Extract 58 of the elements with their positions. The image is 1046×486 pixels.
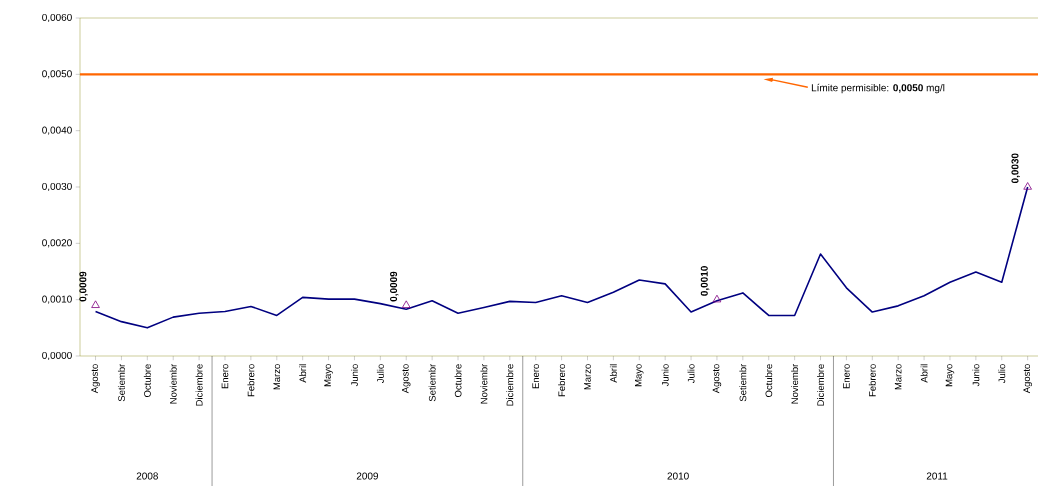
x-tick-label: Julio bbox=[687, 364, 695, 384]
data-label: 0,0009 bbox=[79, 271, 88, 302]
x-tick-label: Octubre bbox=[765, 364, 773, 397]
x-tick-label: Agosto bbox=[712, 364, 722, 394]
x-tick-label: Abril bbox=[609, 364, 617, 383]
x-tick-label: Enero bbox=[221, 364, 229, 389]
x-tick-label: Diciembre bbox=[506, 364, 514, 406]
x-tick-label: Abril bbox=[299, 364, 307, 383]
x-tick-label: Setiembr bbox=[739, 363, 747, 402]
x-tick-label: Agosto bbox=[1023, 364, 1032, 394]
data-label: 0,0030 bbox=[1011, 153, 1020, 184]
text: 2009 bbox=[356, 472, 379, 480]
x-tick-label: Agosto bbox=[91, 364, 100, 394]
point bbox=[1023, 182, 1032, 190]
x-tick-label: Diciembre bbox=[817, 364, 824, 406]
x-tick-label: Marzo bbox=[894, 364, 902, 390]
x-tick-label: Junio bbox=[972, 364, 980, 387]
x-tick-label: Setiembr bbox=[117, 363, 125, 402]
x-tick-label: Marzo bbox=[273, 364, 281, 390]
x-tick-label: Agosto bbox=[402, 364, 411, 394]
x-tick-label: Junio bbox=[350, 364, 358, 387]
data-label: 0,0009 bbox=[390, 271, 399, 302]
point bbox=[401, 300, 411, 308]
x-tick-label: Marzo bbox=[584, 364, 591, 390]
x-tick-label: Enero bbox=[532, 364, 540, 389]
y-tick-label: 0,0000 bbox=[42, 351, 72, 361]
legend-label: Límite permisible: 0,0050 mg/l bbox=[811, 83, 945, 94]
x-tick-label: Febrero bbox=[868, 364, 876, 397]
x-tick-label: Noviembr bbox=[791, 363, 799, 404]
text: 2010 bbox=[667, 472, 689, 480]
data-label: 0,0010 bbox=[700, 266, 710, 296]
y-tick-label: 0,0030 bbox=[42, 182, 72, 192]
y-tick-label: 0,0040 bbox=[42, 126, 72, 135]
text: 2011 bbox=[926, 472, 948, 480]
x-tick-label: Mayo bbox=[945, 364, 955, 387]
x-tick-label: Julio bbox=[998, 364, 1006, 384]
x-tick-label: Noviembr bbox=[169, 363, 177, 404]
x-tick-label: Diciembre bbox=[195, 364, 203, 406]
text: 2008 bbox=[136, 472, 158, 480]
x-tick-label: Setiembr bbox=[428, 363, 436, 402]
x-tick-label: Junio bbox=[661, 364, 669, 387]
y-tick-label: 0,0060 bbox=[42, 13, 72, 23]
point bbox=[91, 300, 100, 308]
y-tick-label: 0,0010 bbox=[42, 295, 72, 304]
y-tick-label: 0,0050 bbox=[42, 70, 72, 79]
y-tick-label: 0,0020 bbox=[42, 239, 72, 248]
x-tick-label: Febrero bbox=[247, 364, 255, 397]
x-tick-label: Abril bbox=[920, 364, 928, 383]
x-tick-label: Mayo bbox=[324, 364, 333, 387]
x-tick-label: Julio bbox=[376, 364, 384, 384]
x-tick-label: Mayo bbox=[635, 364, 644, 387]
x-tick-label: Octubre bbox=[143, 364, 151, 397]
point bbox=[712, 294, 722, 303]
x-tick-label: Noviembr bbox=[480, 363, 488, 404]
line-series bbox=[94, 186, 1029, 329]
x-tick-label: Octubre bbox=[454, 364, 462, 397]
x-tick-label: Enero bbox=[843, 364, 850, 389]
x-tick-label: Febrero bbox=[558, 364, 566, 397]
